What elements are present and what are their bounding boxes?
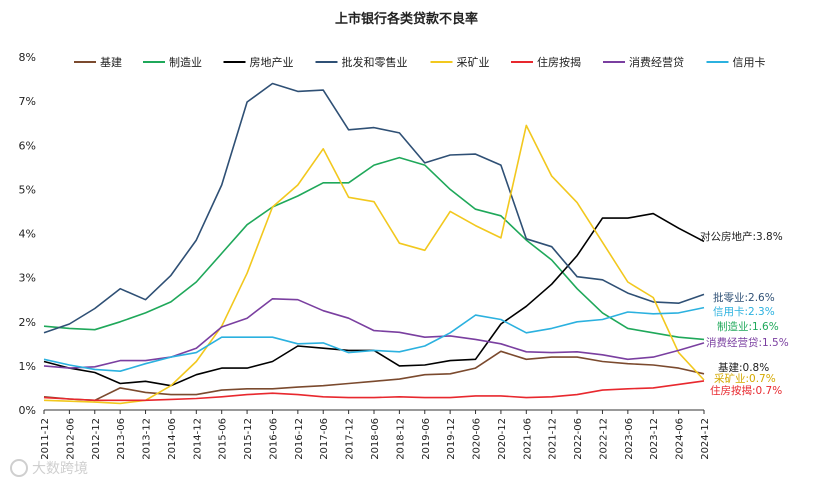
y-tick-label: 2%: [19, 316, 36, 329]
x-tick-label: 2012-12: [91, 418, 102, 460]
legend-label-6: 住房按揭: [537, 55, 581, 69]
end-label-6: 住房按揭:0.7%: [710, 384, 782, 397]
x-tick-label: 2018-12: [395, 418, 406, 460]
y-tick-label: 0%: [19, 404, 36, 417]
series-line-4: [43, 82, 705, 334]
watermark: 大数跨境: [10, 458, 88, 478]
x-tick-label: 2017-06: [319, 418, 330, 460]
x-tick-label: 2011-12: [40, 418, 51, 460]
legend-label-1: 基建: [100, 55, 122, 69]
end-label-3: 对公房地产:3.8%: [700, 230, 783, 243]
x-tick-label: 2022-06: [573, 418, 584, 460]
legend-label-3: 房地产业: [250, 55, 294, 69]
y-tick-label: 8%: [19, 51, 36, 64]
x-tick-label: 2022-12: [598, 418, 609, 460]
x-tick-label: 2013-06: [116, 418, 127, 460]
y-tick-label: 1%: [19, 360, 36, 373]
series-line-1: [43, 350, 705, 402]
x-tick-label: 2015-12: [243, 418, 254, 460]
x-tick-label: 2024-06: [675, 418, 686, 460]
x-tick-label: 2021-06: [522, 418, 533, 460]
x-tick-label: 2014-06: [167, 418, 178, 460]
end-label-1: 基建:0.8%: [718, 361, 769, 374]
watermark-text: 大数跨境: [32, 461, 88, 477]
x-tick-label: 2023-06: [624, 418, 635, 460]
legend-label-4: 批发和零售业: [342, 55, 408, 69]
y-tick-label: 4%: [19, 228, 36, 241]
legend-label-8: 信用卡: [733, 56, 766, 69]
end-label-5: 采矿业:0.7%: [714, 372, 776, 385]
x-tick-label: 2014-12: [192, 418, 203, 460]
y-tick-label: 6%: [19, 139, 36, 152]
end-label-2: 制造业:1.6%: [717, 320, 779, 333]
series-line-7: [43, 297, 705, 369]
end-label-8: 信用卡:2.3%: [713, 305, 775, 318]
watermark-logo-icon: [10, 459, 28, 477]
x-tick-label: 2020-06: [472, 418, 483, 460]
x-tick-label: 2023-12: [649, 418, 660, 460]
series-line-8: [43, 306, 705, 373]
x-tick-label: 2016-06: [268, 418, 279, 460]
x-tick-label: 2020-12: [497, 418, 508, 460]
series-line-2: [43, 156, 705, 341]
x-tick-label: 2012-06: [65, 418, 76, 460]
end-label-4: 批零业:2.6%: [713, 291, 775, 304]
series-line-6: [43, 380, 705, 402]
y-tick-label: 3%: [19, 272, 36, 285]
x-tick-label: 2017-12: [345, 418, 356, 460]
legend-label-5: 采矿业: [457, 56, 490, 69]
y-tick-label: 5%: [19, 183, 36, 196]
x-tick-label: 2013-12: [142, 418, 153, 460]
end-label-7: 消费经营贷:1.5%: [706, 336, 789, 349]
series-line-5: [43, 124, 705, 405]
x-tick-label: 2016-12: [294, 418, 305, 460]
y-tick-label: 7%: [19, 95, 36, 108]
x-tick-label: 2019-06: [421, 418, 432, 460]
legend-label-2: 制造业: [169, 55, 202, 69]
x-tick-label: 2021-12: [548, 418, 559, 460]
x-tick-label: 2015-06: [218, 418, 229, 460]
x-tick-label: 2024-12: [700, 418, 711, 460]
x-tick-label: 2018-06: [370, 418, 381, 460]
chart-title: 上市银行各类贷款不良率: [334, 12, 478, 27]
x-tick-label: 2019-12: [446, 418, 457, 460]
legend-label-7: 消费经营贷: [629, 55, 684, 69]
